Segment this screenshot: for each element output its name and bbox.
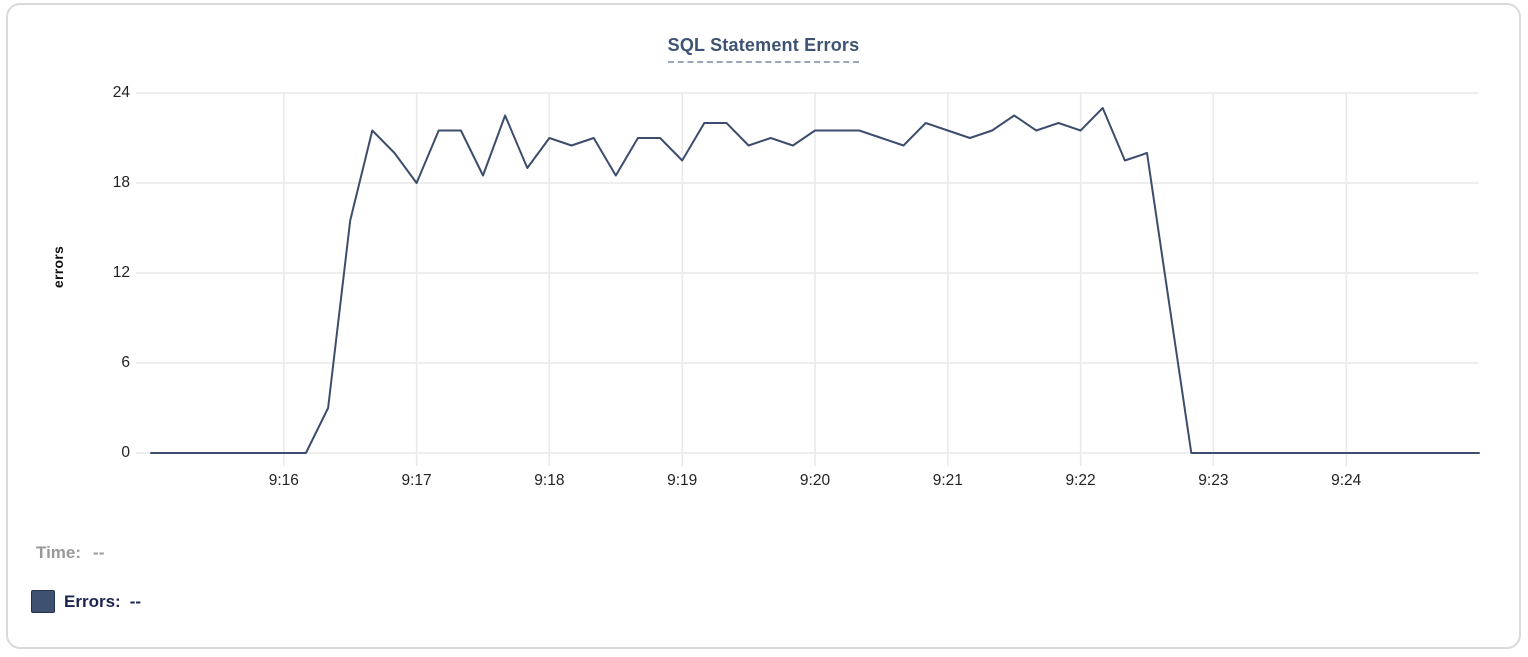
chart-title[interactable]: SQL Statement Errors	[667, 35, 860, 63]
y-tick-label: 18	[112, 174, 130, 191]
time-readout-label: Time:	[36, 543, 82, 562]
x-tick-label: 9:19	[667, 472, 698, 489]
errors-readout-value: --	[129, 591, 142, 611]
time-readout-value: --	[93, 543, 105, 562]
x-tick-label: 9:23	[1198, 472, 1229, 489]
y-tick-label: 12	[112, 264, 130, 281]
x-tick-label: 9:18	[534, 472, 565, 489]
chart-card: SQL Statement Errors errors 24 18 12 6 0 9:16…	[6, 3, 1521, 649]
x-tick-label: 9:20	[799, 472, 831, 489]
errors-readout-row: Errors: --	[31, 590, 141, 613]
x-tick-label: 9:17	[401, 472, 432, 489]
errors-series-line[interactable]	[150, 107, 1480, 454]
errors-readout-label: Errors:	[64, 591, 121, 611]
x-tick-label: 9:22	[1065, 472, 1096, 489]
x-tick-label: 9:16	[268, 472, 299, 489]
errors-series-swatch	[31, 590, 55, 613]
x-tick-label: 9:24	[1331, 472, 1362, 489]
errors-line-chart[interactable]	[8, 5, 1528, 657]
x-tick-label: 9:21	[932, 472, 963, 489]
y-tick-label: 6	[121, 354, 130, 371]
y-tick-label: 0	[121, 444, 130, 461]
time-readout-row: Time: --	[36, 543, 104, 563]
y-tick-label: 24	[112, 84, 130, 101]
chart-title-wrap: SQL Statement Errors	[8, 35, 1519, 63]
